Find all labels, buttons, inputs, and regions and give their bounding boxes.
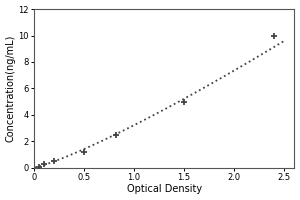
Y-axis label: Concentration(ng/mL): Concentration(ng/mL) — [6, 35, 16, 142]
X-axis label: Optical Density: Optical Density — [127, 184, 202, 194]
